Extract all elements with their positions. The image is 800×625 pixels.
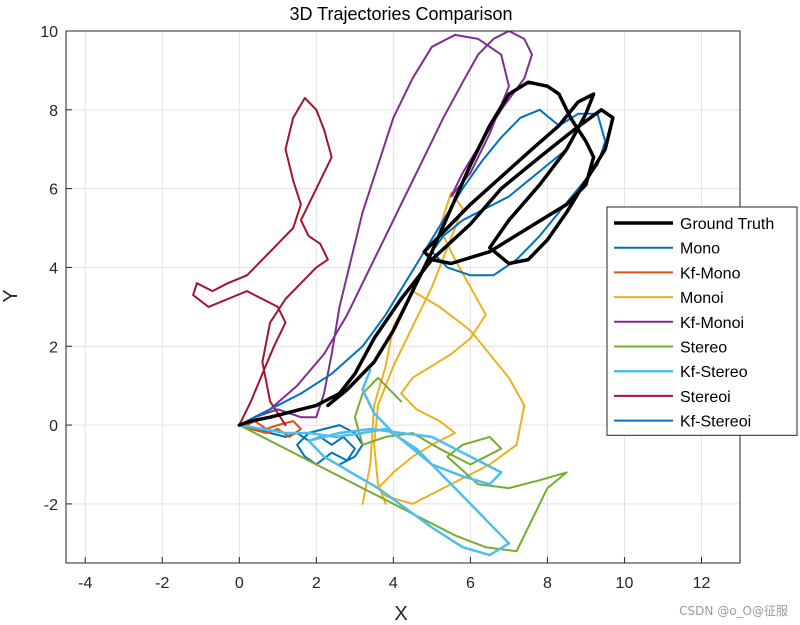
watermark: CSDN @o_O@征服 <box>679 604 788 618</box>
legend-label: Stereo <box>680 340 727 357</box>
y-tick-label: 0 <box>49 418 58 435</box>
series-line-kf-stereoi <box>238 108 607 427</box>
y-tick-label: 4 <box>49 260 58 277</box>
series-line-ground-truth <box>237 80 615 427</box>
legend-label: Kf-Mono <box>680 265 741 282</box>
x-tick-label: -4 <box>78 575 92 592</box>
x-tick-label: 0 <box>235 575 244 592</box>
plot-area <box>192 31 615 557</box>
x-tick-label: 12 <box>693 575 711 592</box>
y-axis-label: Y <box>0 289 22 302</box>
legend: Ground Truth Mono Kf-Mono Monoi Kf-Monoi Ster… <box>606 206 798 436</box>
x-tick-label: 4 <box>389 575 398 592</box>
series-line-stereo <box>238 376 568 553</box>
x-axis: -4 -2 0 2 4 6 8 10 12 <box>78 557 710 592</box>
series-line-stereoi <box>192 97 333 427</box>
series-line-monoi <box>361 191 526 505</box>
x-axis-label: X <box>394 603 407 625</box>
x-tick-label: 6 <box>466 575 475 592</box>
series-line-kf-stereo <box>238 368 511 557</box>
x-tick-label: 2 <box>312 575 321 592</box>
x-tick-label: 8 <box>543 575 552 592</box>
y-tick-label: 8 <box>49 103 58 120</box>
x-tick-label: -2 <box>155 575 169 592</box>
y-tick-label: 10 <box>40 24 58 41</box>
legend-label: Kf-Stereoi <box>680 414 751 431</box>
legend-label: Stereoi <box>680 389 731 406</box>
series-line-kf-mono <box>238 420 302 438</box>
legend-label: Kf-Monoi <box>680 315 744 332</box>
legend-label: Monoi <box>680 290 724 307</box>
y-tick-label: 2 <box>49 339 58 356</box>
x-tick-label: 10 <box>616 575 634 592</box>
y-tick-label: 6 <box>49 182 58 199</box>
legend-label: Ground Truth <box>680 216 774 233</box>
series-line-kf-monoi <box>238 31 533 427</box>
chart-title: 3D Trajectories Comparison <box>289 4 512 24</box>
y-tick-label: -2 <box>44 497 58 514</box>
legend-label: Mono <box>680 241 720 258</box>
y-axis: -2 0 2 4 6 8 10 <box>40 24 72 514</box>
legend-label: Kf-Stereo <box>680 364 748 381</box>
